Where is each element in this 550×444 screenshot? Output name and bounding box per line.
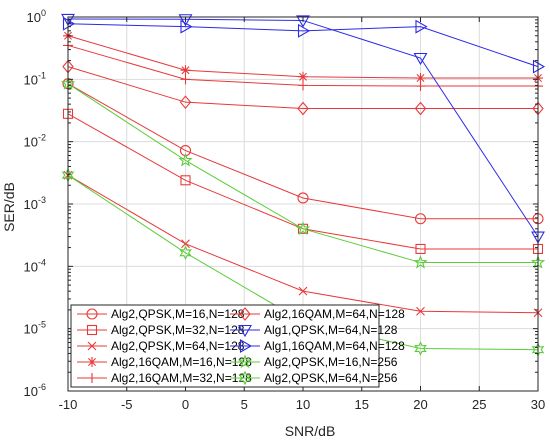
legend-marker: [239, 307, 251, 321]
data-point: [298, 71, 308, 82]
legend-label: Alg2,QPSK,M=16,N=128: [111, 307, 245, 321]
legend-marker: [239, 339, 253, 353]
legend-label: Alg1,16QAM,M=64,N=128: [264, 339, 405, 353]
data-point: [179, 95, 192, 110]
y-tick-label: 10-5: [24, 320, 46, 337]
series-line: [67, 83, 538, 220]
legend-item: Alg2,QPSK,M=16,N=128: [77, 307, 245, 321]
y-tick-label: 10-4: [24, 257, 46, 274]
x-tick-label: 0: [182, 397, 189, 412]
legend-label: Alg1,QPSK,M=64,N=128: [264, 323, 398, 337]
series-4: [63, 40, 543, 92]
data-point: [178, 152, 193, 167]
legend-marker: [237, 354, 253, 369]
y-tick-label: 10-1: [24, 70, 46, 87]
legend-marker: [238, 324, 252, 338]
legend-item: Alg2,QPSK,M=16,N=256: [230, 354, 398, 369]
legend-item: Alg2,QPSK,M=32,N=128: [77, 323, 245, 337]
data-point: [180, 175, 191, 186]
x-tick-label: 25: [472, 397, 486, 412]
data-point: [415, 73, 426, 84]
x-tick-label: 10: [296, 397, 310, 412]
legend-item: Alg1,QPSK,M=64,N=128: [230, 323, 398, 338]
data-point: [415, 81, 426, 92]
series-7: [62, 16, 546, 74]
data-point: [295, 221, 311, 235]
y-axis-label: SER/dB: [1, 182, 17, 232]
x-tick-label: 20: [413, 397, 427, 412]
data-point: [532, 59, 546, 74]
legend-label: Alg2,QPSK,M=32,N=128: [111, 323, 245, 337]
data-point: [180, 65, 191, 76]
data-point: [414, 101, 427, 116]
legend-marker: [87, 357, 97, 367]
data-point: [179, 245, 192, 261]
legend-label: Alg2,16QAM,M=16,N=128: [111, 355, 252, 369]
legend-item: Alg1,16QAM,M=64,N=128: [230, 339, 405, 353]
x-axis-label: SNR/dB: [285, 423, 336, 439]
series-line: [67, 66, 538, 110]
data-point: [415, 19, 428, 34]
legend-marker: [86, 308, 98, 320]
legend-item: Alg2,QPSK,M=64,N=128: [77, 339, 245, 353]
legend-item: Alg2,16QAM,M=16,N=128: [77, 355, 252, 369]
y-tick-label: 10-3: [24, 195, 46, 212]
x-tick-label: 30: [531, 397, 545, 412]
data-point: [180, 19, 193, 34]
series-line: [67, 83, 538, 264]
series-layer: [60, 13, 546, 357]
data-point: [414, 341, 427, 356]
x-tick-label: 15: [355, 397, 369, 412]
data-point: [181, 239, 190, 249]
axes: -10 -5 0 5 10 15 20 25 30 10-6 10-5 10-4 10-3 10-2 10-…: [24, 8, 546, 412]
data-point: [296, 15, 310, 28]
legend-item: Alg2,16QAM,M=32,N=128: [77, 371, 252, 385]
x-tick-label: 5: [241, 397, 248, 412]
legend-marker: [238, 370, 252, 386]
y-tick-label: 100: [27, 8, 46, 25]
legend-marker: [87, 373, 97, 383]
series-line: [67, 23, 539, 68]
legend-item: Alg2,16QAM,M=64,N=128: [230, 307, 405, 321]
legend-item: Alg2,QPSK,M=64,N=256: [230, 370, 398, 386]
data-point: [416, 306, 425, 316]
data-point: [178, 14, 193, 27]
legend-box: [70, 304, 380, 388]
data-point: [415, 243, 426, 255]
data-point: [298, 286, 308, 296]
data-point: [297, 101, 309, 116]
data-point: [413, 254, 428, 269]
y-tick-label: 10-2: [24, 133, 46, 150]
legend-label: Alg2,QPSK,M=64,N=256: [264, 371, 398, 385]
x-tick-label: -10: [59, 397, 78, 412]
x-tick-label: -5: [121, 397, 133, 412]
data-point: [180, 74, 191, 85]
legend-label: Alg2,16QAM,M=32,N=128: [111, 371, 252, 385]
legend-label: Alg2,QPSK,M=64,N=128: [111, 339, 245, 353]
legend-marker: [87, 341, 97, 351]
legend-label: Alg2,16QAM,M=64,N=128: [264, 307, 405, 321]
data-point: [298, 80, 308, 91]
data-point: [297, 192, 309, 204]
data-point: [297, 23, 311, 38]
data-point: [413, 52, 428, 66]
legend-label: Alg2,QPSK,M=16,N=256: [264, 355, 398, 369]
legend: Alg2,QPSK,M=16,N=128 Alg2,QPSK,M=32,N=128…: [70, 304, 405, 388]
data-point: [414, 213, 427, 225]
y-tick-label: 10-6: [24, 382, 46, 399]
legend-marker: [86, 324, 98, 336]
